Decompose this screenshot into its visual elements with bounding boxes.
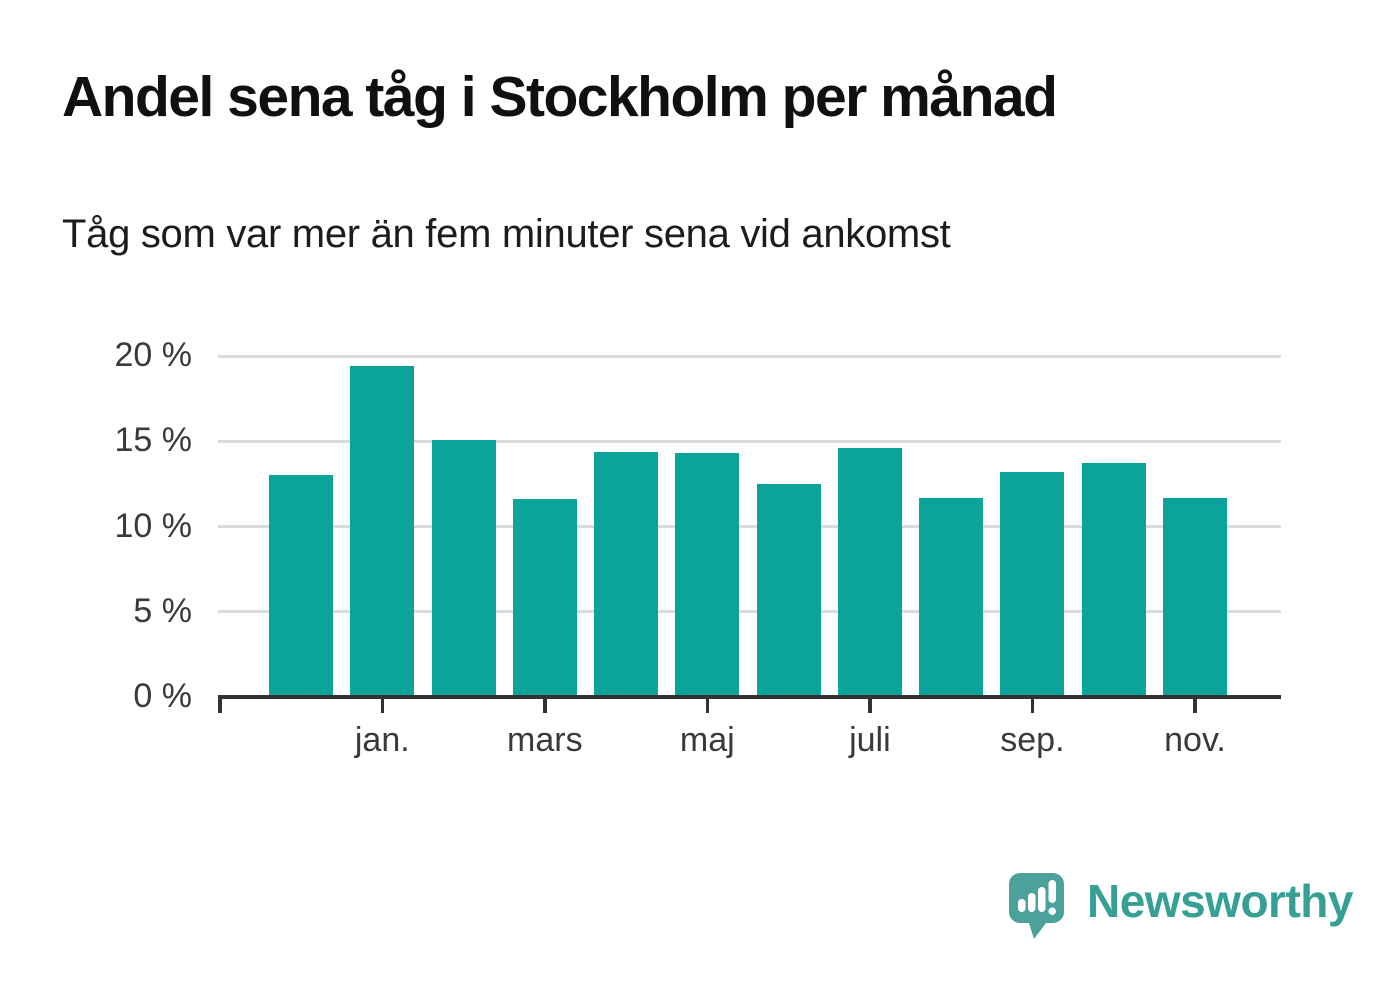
y-axis-label: 0 % [133,677,192,715]
bar-mars [512,499,577,697]
x-axis-tick [1193,699,1197,713]
gridline-15-percent [218,439,1281,443]
chart-subtitle: Tåg som var mer än fem minuter sena vid … [62,212,951,256]
exclamation-dot-glyph [1048,907,1056,915]
newsworthy-logo-icon [1009,873,1064,939]
x-axis-label-juli: juli [849,721,891,759]
y-axis-label: 20 % [114,336,193,374]
x-axis-label-jan: jan. [354,721,410,759]
bar-month-11 [1081,463,1146,697]
x-axis-line [218,695,1281,699]
x-axis-label-maj: maj [679,721,735,759]
x-axis-tick [705,699,710,713]
chart-title: Andel sena tåg i Stockholm per månad [62,65,1058,129]
bar-sep. [1000,471,1065,697]
bar-jan. [350,366,415,697]
bar-month-3 [431,439,496,697]
gridline-20-percent [218,354,1281,358]
exclamation-mark-glyph [1048,880,1056,903]
x-axis-label-mars: mars [507,721,583,759]
bar-month-7 [756,483,821,697]
bar-month-5 [594,451,659,697]
bar-month-9 [919,497,984,697]
gridline-10-percent [218,525,1281,528]
bar-juli [837,448,902,697]
x-axis-tick [218,699,222,713]
chart-bar-glyph-1 [1018,899,1026,912]
x-axis-tick [868,699,872,713]
y-axis-label: 15 % [114,421,193,460]
bar-nov. [1163,497,1227,697]
gridline-5-percent [218,610,1281,614]
newsworthy-logo: Newsworthy [1008,872,1353,942]
x-axis-label-sep: sep. [1000,721,1065,759]
chart-bar-glyph-3 [1038,887,1046,912]
y-axis-label: 5 % [133,591,192,630]
y-axis-label: 10 % [114,506,193,545]
newsworthy-logo-text: Newsworthy [1087,875,1353,927]
x-axis-tick [380,699,384,713]
x-axis-tick [1030,699,1035,713]
bar-maj [675,453,740,697]
x-axis-tick [543,699,547,713]
chart-bar-glyph-2 [1028,893,1036,912]
bar-month-1 [269,475,333,698]
x-axis-label-nov: nov. [1164,721,1226,759]
